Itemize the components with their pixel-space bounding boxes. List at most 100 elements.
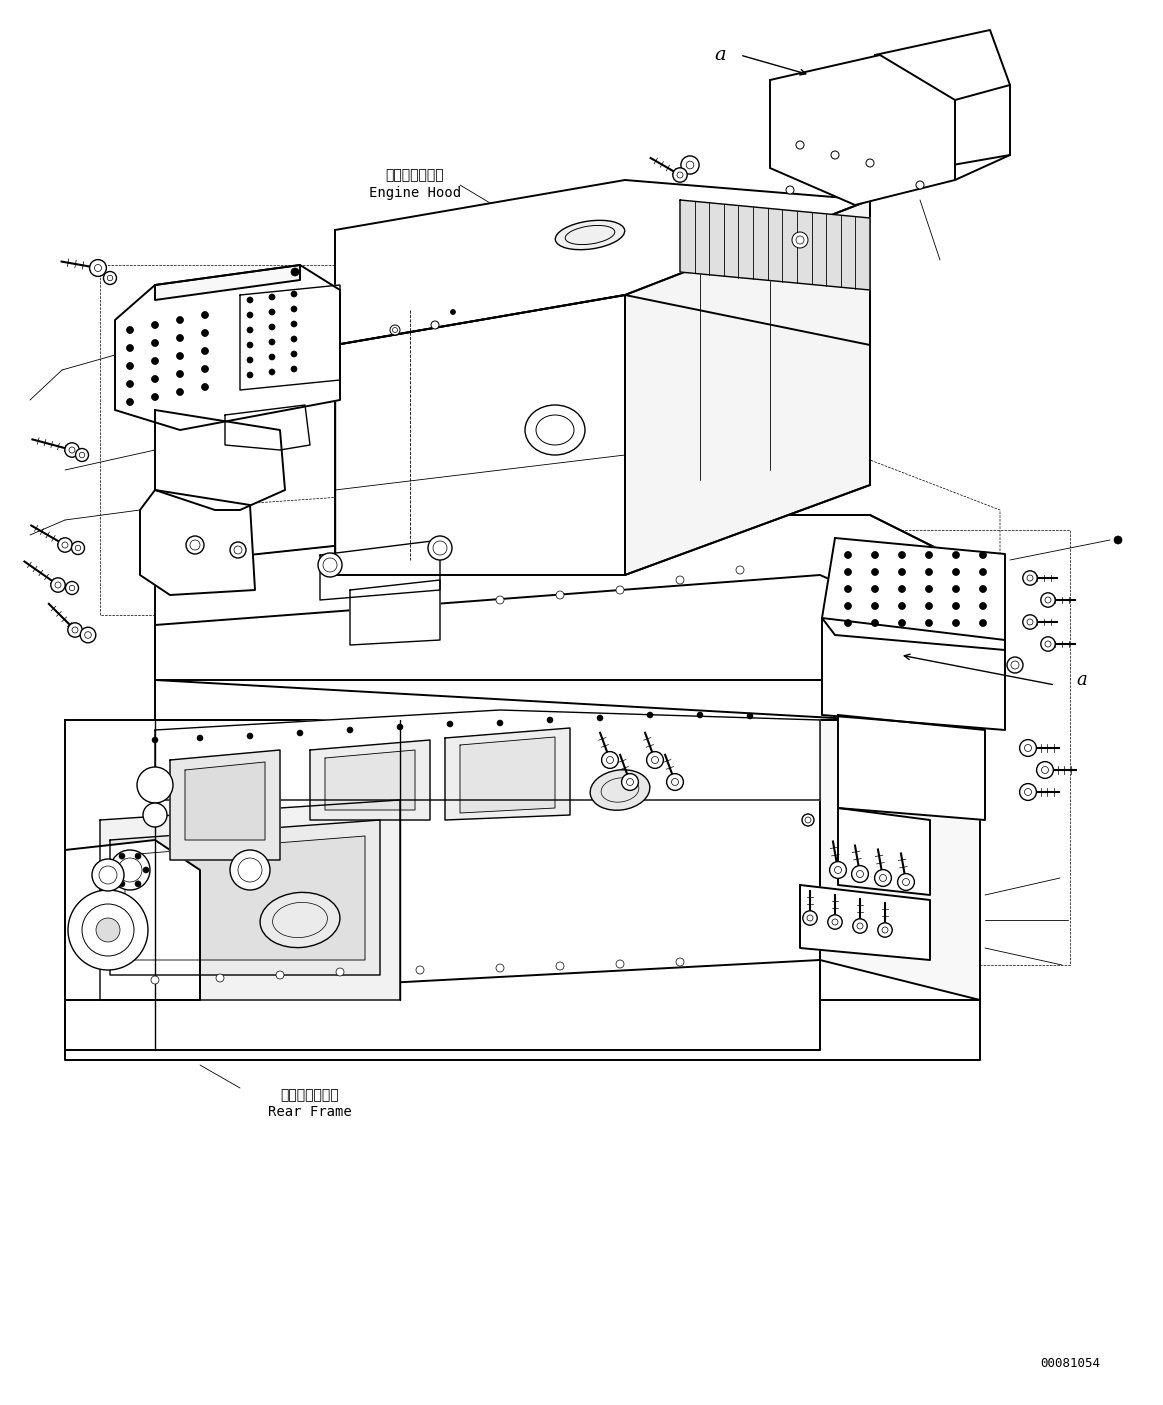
Circle shape	[447, 721, 454, 726]
Circle shape	[792, 232, 808, 249]
Circle shape	[291, 365, 297, 372]
Polygon shape	[445, 728, 570, 821]
Polygon shape	[110, 821, 380, 975]
Polygon shape	[820, 719, 980, 1000]
Circle shape	[269, 294, 274, 301]
Polygon shape	[170, 750, 280, 860]
Circle shape	[269, 309, 274, 315]
Circle shape	[201, 347, 208, 354]
Circle shape	[802, 813, 814, 826]
Circle shape	[347, 726, 354, 733]
Circle shape	[97, 917, 120, 941]
Circle shape	[952, 552, 959, 559]
Circle shape	[71, 541, 85, 555]
Polygon shape	[461, 738, 555, 813]
Circle shape	[495, 964, 504, 972]
Circle shape	[916, 181, 923, 190]
Circle shape	[666, 774, 684, 791]
Circle shape	[832, 150, 839, 159]
Circle shape	[878, 923, 892, 937]
Circle shape	[673, 167, 687, 183]
Circle shape	[871, 620, 878, 627]
Text: エンジンフード: エンジンフード	[386, 169, 444, 183]
Circle shape	[247, 341, 254, 348]
Circle shape	[926, 620, 933, 627]
Ellipse shape	[590, 770, 650, 811]
Circle shape	[291, 306, 297, 312]
Circle shape	[795, 140, 804, 149]
Polygon shape	[350, 580, 440, 645]
Circle shape	[110, 850, 150, 889]
Circle shape	[127, 362, 134, 370]
Polygon shape	[65, 960, 980, 1059]
Circle shape	[80, 627, 95, 643]
Circle shape	[291, 351, 297, 357]
Polygon shape	[155, 266, 300, 301]
Circle shape	[556, 592, 564, 599]
Circle shape	[317, 554, 342, 577]
Circle shape	[269, 370, 274, 375]
Text: Rear Frame: Rear Frame	[269, 1104, 352, 1118]
Circle shape	[397, 724, 404, 731]
Circle shape	[697, 712, 702, 718]
Circle shape	[230, 850, 270, 889]
Polygon shape	[185, 762, 265, 840]
Circle shape	[119, 853, 124, 858]
Circle shape	[1041, 636, 1055, 651]
Circle shape	[828, 915, 842, 929]
Circle shape	[90, 260, 106, 277]
Circle shape	[143, 804, 167, 828]
Circle shape	[247, 327, 254, 333]
Circle shape	[67, 889, 148, 969]
Circle shape	[952, 603, 959, 610]
Circle shape	[201, 365, 208, 372]
Polygon shape	[800, 885, 930, 960]
Circle shape	[67, 622, 83, 638]
Circle shape	[851, 865, 869, 882]
Circle shape	[230, 542, 247, 558]
Polygon shape	[240, 285, 340, 391]
Circle shape	[177, 371, 184, 378]
Circle shape	[952, 620, 959, 627]
Circle shape	[247, 296, 254, 303]
Circle shape	[216, 974, 224, 982]
Circle shape	[556, 962, 564, 969]
Circle shape	[871, 603, 878, 610]
Ellipse shape	[261, 892, 340, 947]
Circle shape	[979, 603, 986, 610]
Circle shape	[177, 316, 184, 323]
Circle shape	[1041, 593, 1055, 607]
Circle shape	[844, 586, 851, 593]
Polygon shape	[140, 490, 255, 594]
Circle shape	[952, 569, 959, 576]
Circle shape	[104, 271, 116, 284]
Text: a: a	[1077, 672, 1087, 688]
Circle shape	[135, 853, 141, 858]
Circle shape	[926, 569, 933, 576]
Polygon shape	[822, 618, 1005, 731]
Circle shape	[247, 733, 254, 739]
Circle shape	[151, 322, 158, 329]
Polygon shape	[124, 836, 365, 960]
Circle shape	[621, 774, 638, 791]
Ellipse shape	[525, 405, 585, 455]
Circle shape	[786, 185, 794, 194]
Text: 00081054: 00081054	[1040, 1357, 1100, 1370]
Circle shape	[899, 620, 906, 627]
Polygon shape	[65, 840, 200, 1000]
Circle shape	[137, 767, 173, 804]
Circle shape	[151, 393, 158, 400]
Circle shape	[979, 569, 986, 576]
Circle shape	[151, 357, 158, 364]
Circle shape	[1020, 739, 1036, 756]
Circle shape	[979, 620, 986, 627]
Circle shape	[899, 603, 906, 610]
Ellipse shape	[555, 221, 625, 250]
Circle shape	[76, 448, 88, 461]
Text: a: a	[714, 46, 726, 65]
Circle shape	[291, 291, 297, 296]
Circle shape	[1022, 570, 1037, 586]
Circle shape	[186, 535, 204, 554]
Circle shape	[177, 353, 184, 360]
Circle shape	[1114, 535, 1122, 544]
